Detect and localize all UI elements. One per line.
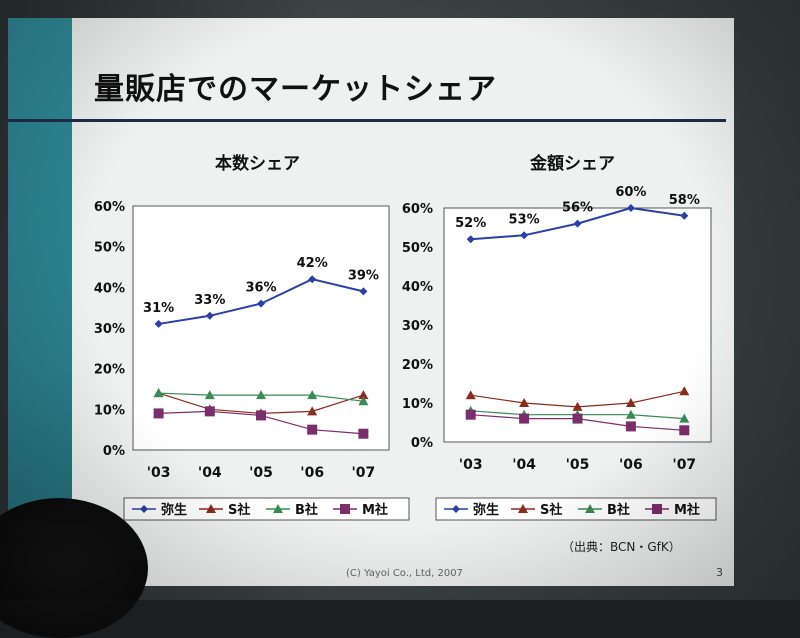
legend-marker [340,504,350,514]
presentation-slide: 量販店でのマーケットシェア 本数シェア 金額シェア 0% 10% 20% 30% 40%… [8,18,734,586]
y-tick-label: 40% [94,281,125,296]
y-tick-label: 30% [94,322,125,337]
x-tick-label: '03 [459,457,483,473]
data-point [308,275,317,284]
data-point [358,428,369,439]
chart-title-amount: 金額シェア [530,154,615,174]
x-tick-label: '07 [352,465,376,481]
copyright-text: (C) Yayoi Co., Ltd, 2007 [346,568,463,579]
data-point [625,398,636,407]
y-tick-label: 0% [103,444,125,459]
data-point [519,398,530,407]
slide-accent-bar [8,18,72,586]
x-tick-label: '06 [300,465,324,481]
legend-label: 弥生 [473,502,499,518]
y-tick-label: 60% [402,202,433,217]
legend-label: S社 [540,502,562,518]
legend-marker [206,504,216,513]
data-point [154,319,163,328]
data-point [204,406,215,417]
data-point [465,390,476,400]
data-label: 39% [348,268,379,283]
data-label: 52% [455,216,486,231]
x-tick-label: '04 [512,457,536,473]
y-tick-label: 10% [402,397,433,412]
data-point [204,390,215,400]
data-point [205,311,214,320]
data-point [625,421,636,432]
x-tick-label: '07 [672,457,696,473]
legend-marker [518,504,528,513]
legend-box [435,497,717,521]
x-tick-label: '06 [619,457,643,473]
data-point [358,390,369,400]
y-tick-label: 50% [94,241,125,256]
y-tick-label: 40% [402,280,433,295]
legend-label: B社 [607,502,630,518]
amount-share-chart: 0% 10% 20% 30% 40% 50% 60% '03 '04 '05 '06 '07 52% 53… [402,185,717,521]
data-point [153,388,164,398]
data-point [679,413,690,423]
units-share-chart: 0% 10% 20% 30% 40% 50% 60% '03 '04 '05 '06 '07 31% 33… [94,200,410,521]
legend-label: 弥生 [161,502,187,518]
y-tick-label: 10% [94,403,125,418]
data-point [679,425,690,436]
data-point [572,413,583,424]
data-point [257,299,265,308]
legend-marker [652,504,662,514]
data-point [153,408,164,419]
page-number: 3 [716,566,723,579]
data-point [520,231,529,240]
y-tick-label: 20% [402,358,433,373]
data-point [307,390,318,400]
data-label: 58% [669,193,700,208]
slide-title: 量販店でのマーケットシェア [94,72,497,107]
legend-label: B社 [295,502,318,518]
y-tick-label: 50% [402,241,433,256]
x-tick-label: '05 [566,457,590,473]
charts-svg: 0% 10% 20% 30% 40% 50% 60% '03 '04 '05 '06 '07 31% 33… [94,185,717,521]
data-point [625,409,636,419]
data-point [256,390,266,400]
data-point [626,204,635,212]
data-point [466,235,475,244]
legend-marker [273,504,283,513]
y-tick-label: 30% [402,319,433,334]
data-point [679,386,690,396]
data-label: 33% [194,293,225,308]
legend-label: S社 [228,502,250,518]
data-point [465,409,476,420]
chart-title-units: 本数シェア [215,154,300,174]
title-divider [8,119,726,122]
y-tick-label: 60% [94,200,125,215]
data-point [573,219,582,228]
data-point [307,424,318,435]
x-tick-label: '05 [249,465,273,481]
source-note: （出典：BCN・GfK） [562,540,681,554]
x-tick-label: '04 [198,465,222,481]
data-label: 60% [615,185,646,200]
data-label: 42% [297,256,328,271]
data-point [519,413,530,424]
data-label: 56% [562,201,593,216]
data-point [572,401,583,411]
data-label: 36% [245,281,276,296]
y-tick-label: 20% [94,363,125,378]
data-point [307,406,318,416]
x-tick-label: '03 [147,465,171,481]
legend-marker [585,504,595,513]
y-tick-label: 0% [411,436,433,451]
data-label: 53% [509,212,540,227]
legend-marker [140,505,148,513]
legend-label: M社 [674,502,700,518]
data-point [256,410,266,421]
legend-marker [452,505,460,513]
legend-label: M社 [362,502,388,518]
data-point [680,211,689,220]
data-label: 31% [143,301,174,316]
data-point [358,396,369,406]
data-point [359,287,368,296]
